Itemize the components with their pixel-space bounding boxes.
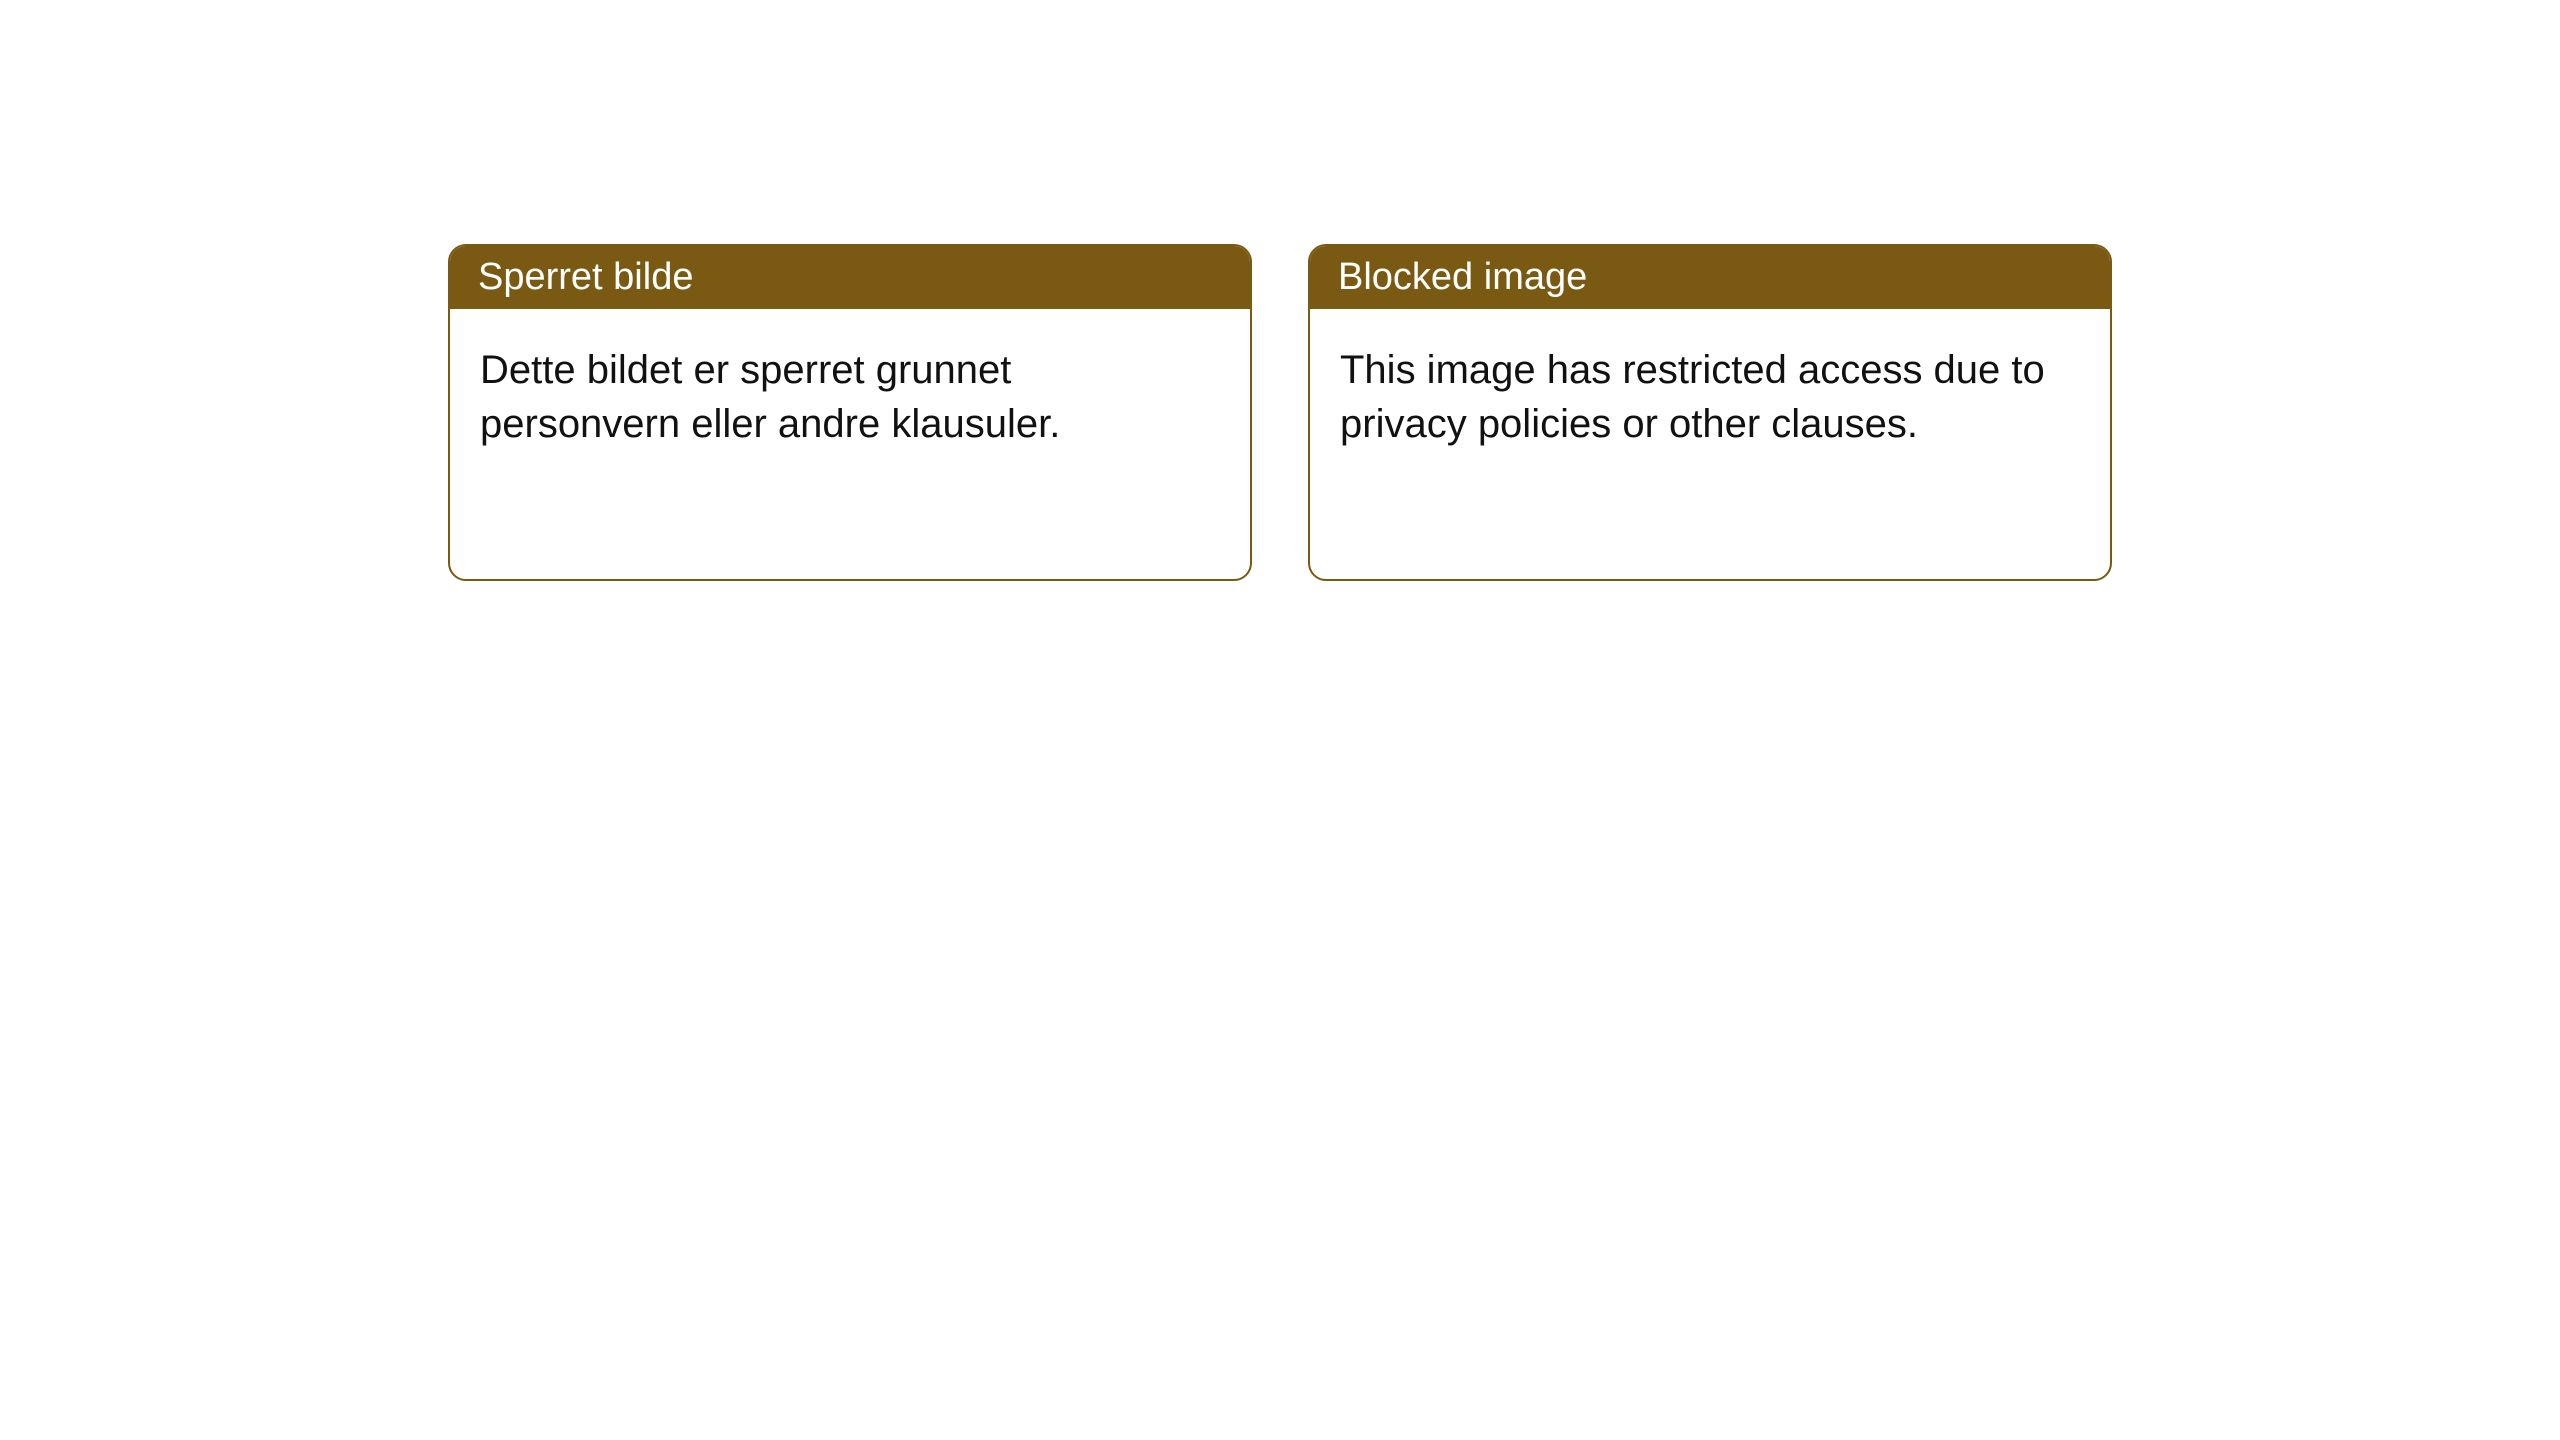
notice-card-norwegian: Sperret bilde Dette bildet er sperret gr… xyxy=(448,244,1252,581)
notice-title-norwegian: Sperret bilde xyxy=(450,246,1250,309)
notice-card-english: Blocked image This image has restricted … xyxy=(1308,244,2112,581)
notice-body-norwegian: Dette bildet er sperret grunnet personve… xyxy=(450,309,1250,579)
notice-title-english: Blocked image xyxy=(1310,246,2110,309)
notice-body-english: This image has restricted access due to … xyxy=(1310,309,2110,579)
notice-container: Sperret bilde Dette bildet er sperret gr… xyxy=(0,0,2560,581)
